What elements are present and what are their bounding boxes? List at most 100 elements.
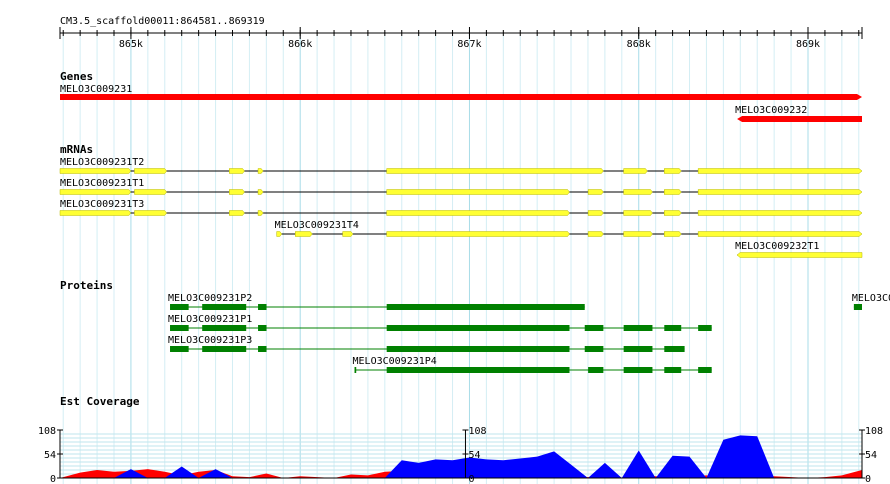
mrna-exon[interactable]: [623, 231, 653, 237]
mrna-exon[interactable]: [386, 210, 570, 216]
mrna-exon[interactable]: [59, 210, 132, 216]
mrna-exon[interactable]: [623, 210, 653, 216]
genes-track[interactable]: Genes MELO3C009231 MELO3C009232: [60, 70, 862, 122]
genes-track-title: Genes: [60, 70, 93, 83]
mrnas-features[interactable]: MELO3C009231T2 MELO3C009231T1 MELO3C009231…: [59, 157, 863, 258]
mrna-exon[interactable]: [664, 210, 682, 216]
protein-segment[interactable]: [623, 367, 653, 373]
mrna-exon[interactable]: [623, 168, 648, 174]
est-coverage-track[interactable]: Est Coverage 108 54 0 108 54 0 108 54 0: [38, 395, 883, 484]
mrna-exon[interactable]: [229, 168, 245, 174]
ruler[interactable]: CM3.5_scaffold00011:864581..869319 865k 8…: [59, 16, 863, 50]
ruler-tick-label: 867k: [457, 39, 481, 50]
est-y-tick-label: 54: [44, 450, 56, 461]
est-y-tick-label: 54: [468, 450, 480, 461]
est-y-tick-label: 108: [468, 426, 486, 437]
protein-label: MELO3C009231P2: [168, 293, 252, 304]
mrna-exon[interactable]: [587, 231, 604, 237]
protein-segment[interactable]: [664, 325, 682, 331]
mrna-exon[interactable]: [257, 189, 264, 195]
ruler-ticks: 865k 866k 867k 868k 869k: [59, 27, 863, 50]
mrna-exon[interactable]: [342, 231, 354, 237]
protein-segment[interactable]: [698, 367, 712, 373]
mrna-exon[interactable]: [587, 189, 604, 195]
est-y-tick-label: 0: [468, 474, 474, 484]
protein-segment[interactable]: [229, 325, 247, 331]
est-coverage-plot: 108 54 0 108 54 0 108 54 0: [38, 426, 883, 484]
protein-label: MELO3C0: [852, 293, 890, 304]
protein-segment[interactable]: [170, 304, 189, 310]
protein-segment[interactable]: [202, 325, 238, 331]
protein-segment[interactable]: [202, 346, 238, 352]
mrnas-track[interactable]: mRNAs MELO3C009231T2MELO3C009231T1MELO3C…: [59, 143, 863, 258]
protein-segment[interactable]: [386, 325, 570, 331]
mrna-exon[interactable]: [257, 168, 264, 174]
mrna-exon[interactable]: [134, 210, 167, 216]
est-y-tick-label: 0: [50, 474, 56, 484]
mrna-exon[interactable]: [697, 231, 863, 237]
protein-segment[interactable]: [584, 346, 604, 352]
mrna-label: MELO3C009232T1: [735, 241, 819, 252]
gene-MELO3C009231[interactable]: [60, 94, 862, 100]
protein-segment[interactable]: [258, 304, 267, 310]
mrna-exon[interactable]: [59, 189, 132, 195]
protein-segment[interactable]: [386, 304, 585, 310]
protein-segment[interactable]: [623, 325, 653, 331]
protein-segment[interactable]: [229, 304, 247, 310]
gene-MELO3C009232[interactable]: [737, 116, 862, 122]
protein-segment[interactable]: [853, 304, 862, 310]
genes-features[interactable]: MELO3C009231 MELO3C009232: [60, 84, 862, 122]
mrna-label: MELO3C009231T4: [275, 220, 359, 231]
protein-segment[interactable]: [584, 325, 604, 331]
gene-label: MELO3C009232: [735, 105, 807, 116]
protein-segment[interactable]: [229, 346, 247, 352]
landmark-label: CM3.5_scaffold00011:864581..869319: [60, 16, 265, 27]
mrna-exon[interactable]: [664, 168, 682, 174]
mrna-label: MELO3C009231T3: [60, 199, 144, 210]
protein-segment[interactable]: [354, 367, 357, 373]
mrna-exon[interactable]: [386, 189, 570, 195]
protein-label: MELO3C009231P4: [353, 356, 437, 367]
est-y-tick-label: 108: [38, 426, 56, 437]
mrna-exon[interactable]: [664, 189, 682, 195]
est-coverage-series-1: [60, 435, 862, 478]
protein-segment[interactable]: [258, 346, 267, 352]
protein-segment[interactable]: [664, 346, 685, 352]
proteins-features[interactable]: MELO3C009231P2 MELO3C009231P1 MELO3C009231…: [168, 293, 890, 373]
mrna-exon[interactable]: [623, 189, 653, 195]
protein-label: MELO3C009231P1: [168, 314, 252, 325]
protein-segment[interactable]: [202, 304, 238, 310]
mrna-exon[interactable]: [386, 231, 570, 237]
mrna-exon[interactable]: [295, 231, 313, 237]
mrna-exon[interactable]: [386, 168, 604, 174]
protein-segment[interactable]: [386, 367, 570, 373]
ruler-tick-label: 865k: [119, 39, 143, 50]
mrna-exon[interactable]: [229, 189, 245, 195]
mrna-exon[interactable]: [697, 189, 863, 195]
mrna-exon[interactable]: [134, 168, 167, 174]
est-y-tick-label: 54: [865, 450, 877, 461]
mrna-exon[interactable]: [59, 168, 132, 174]
mrna-exon[interactable]: [587, 210, 604, 216]
protein-segment[interactable]: [698, 325, 712, 331]
mrna-exon[interactable]: [664, 231, 682, 237]
mrna-exon[interactable]: [697, 210, 863, 216]
mrna-exon[interactable]: [134, 189, 167, 195]
mrna-exon[interactable]: [697, 168, 863, 174]
proteins-track[interactable]: Proteins MELO3C009231P2MELO3C009231P1MEL…: [60, 279, 890, 373]
mrna-exon[interactable]: [229, 210, 245, 216]
mrnas-track-title: mRNAs: [60, 143, 93, 156]
protein-segment[interactable]: [386, 346, 570, 352]
mrna-exon[interactable]: [736, 252, 863, 258]
protein-segment[interactable]: [170, 325, 189, 331]
mrna-exon[interactable]: [276, 231, 283, 237]
protein-segment[interactable]: [258, 325, 267, 331]
protein-segment[interactable]: [588, 367, 604, 373]
protein-segment[interactable]: [664, 367, 682, 373]
protein-segment[interactable]: [170, 346, 189, 352]
est-y-tick-label: 0: [865, 474, 871, 484]
protein-label: MELO3C009231P3: [168, 335, 252, 346]
mrna-exon[interactable]: [257, 210, 264, 216]
protein-segment[interactable]: [623, 346, 653, 352]
